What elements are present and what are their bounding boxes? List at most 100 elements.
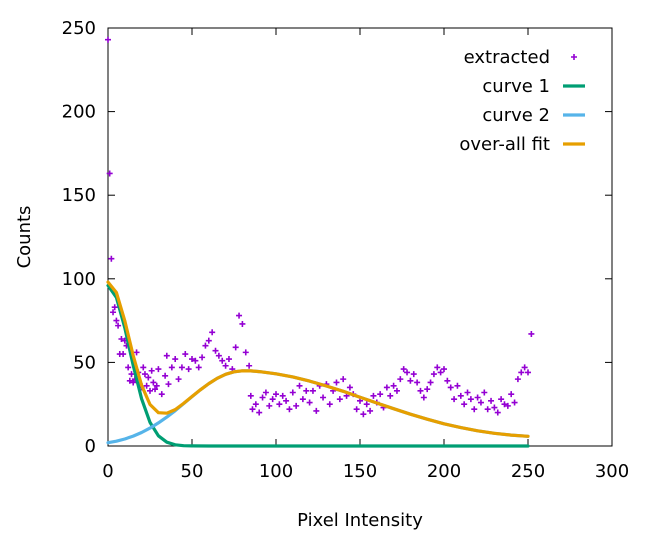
data-point: [249, 406, 256, 413]
data-point: [353, 406, 360, 413]
data-point: [511, 399, 518, 406]
data-point: [185, 366, 192, 373]
data-point: [508, 391, 515, 398]
data-point: [303, 387, 310, 394]
data-point: [130, 379, 137, 386]
y-tick-label: 0: [85, 436, 96, 457]
x-tick-label: 0: [102, 461, 113, 482]
data-point: [111, 304, 118, 311]
data-point: [363, 401, 370, 408]
data-point: [393, 387, 400, 394]
data-point: [424, 386, 431, 393]
data-point: [125, 364, 132, 371]
data-point: [205, 337, 212, 344]
series-line: [106, 283, 530, 448]
series-curve-2: [106, 369, 530, 445]
data-point: [236, 312, 243, 319]
data-point: [143, 382, 150, 389]
data-point: [451, 396, 458, 403]
data-point: [192, 357, 199, 364]
data-point: [521, 364, 528, 371]
data-point: [447, 384, 454, 391]
data-point: [172, 356, 179, 363]
data-point: [360, 411, 367, 418]
data-point: [105, 36, 111, 43]
data-point: [215, 352, 222, 359]
data-point: [178, 364, 185, 371]
data-point: [477, 399, 484, 406]
data-point: [427, 379, 434, 386]
data-point: [397, 376, 404, 383]
data-point: [189, 356, 195, 363]
y-tick-label: 150: [62, 185, 96, 206]
data-point: [262, 389, 269, 396]
data-point: [410, 371, 417, 378]
data-point: [120, 351, 127, 358]
data-point: [222, 362, 229, 369]
data-point: [404, 369, 411, 376]
data-point: [163, 352, 170, 359]
data-point: [467, 396, 474, 403]
data-point: [437, 369, 444, 376]
data-point: [434, 364, 441, 371]
data-point: [481, 389, 488, 396]
legend-marker: [571, 54, 577, 60]
data-point: [367, 407, 374, 414]
data-point: [269, 396, 276, 403]
data-point: [383, 384, 390, 391]
x-tick-label: 150: [343, 461, 377, 482]
legend-entry: over-all fit: [459, 134, 585, 155]
data-point: [225, 356, 232, 363]
legend-label: over-all fit: [459, 134, 550, 155]
data-point: [498, 396, 505, 403]
data-point: [441, 366, 447, 373]
data-point: [444, 377, 451, 384]
data-point: [165, 381, 172, 388]
data-point: [488, 397, 495, 404]
x-tick-label: 300: [595, 461, 629, 482]
data-point: [454, 382, 461, 389]
data-point: [106, 170, 113, 177]
data-point: [283, 397, 290, 404]
data-point: [259, 394, 266, 401]
legend-label: curve 1: [482, 76, 550, 97]
series-line: [106, 280, 530, 438]
series-over-all-fit: [106, 280, 530, 438]
data-point: [273, 391, 279, 398]
data-point: [199, 354, 206, 361]
data-point: [299, 396, 306, 403]
x-tick-label: 100: [259, 461, 293, 482]
data-point: [128, 371, 135, 378]
series-extracted: [105, 36, 535, 418]
data-point: [118, 335, 125, 342]
axis-ticks: [107, 27, 613, 447]
data-point: [491, 404, 498, 411]
legend-label: curve 2: [482, 105, 550, 126]
data-point: [457, 392, 464, 399]
data-point: [346, 384, 353, 391]
data-point: [289, 389, 296, 396]
data-point: [420, 394, 427, 401]
data-point: [175, 376, 182, 383]
data-point: [110, 309, 117, 316]
data-point: [501, 401, 508, 408]
data-point: [461, 401, 468, 408]
data-point: [387, 392, 394, 399]
tick-labels: 0 50 100 150 200 250 300 0 50 100 150 200 250: [62, 18, 630, 482]
data-point: [286, 406, 293, 413]
series-line: [106, 369, 530, 445]
data-point: [195, 364, 202, 371]
y-tick-label: 200: [62, 102, 96, 123]
series-curve-1: [106, 283, 530, 448]
data-point: [155, 366, 162, 373]
data-point: [336, 396, 343, 403]
data-point: [152, 386, 159, 393]
data-point: [417, 387, 424, 394]
y-tick-label: 50: [73, 352, 96, 373]
data-point: [279, 392, 286, 399]
data-point: [162, 372, 169, 379]
data-point: [407, 377, 414, 384]
data-point: [133, 349, 140, 356]
data-point: [333, 379, 340, 386]
